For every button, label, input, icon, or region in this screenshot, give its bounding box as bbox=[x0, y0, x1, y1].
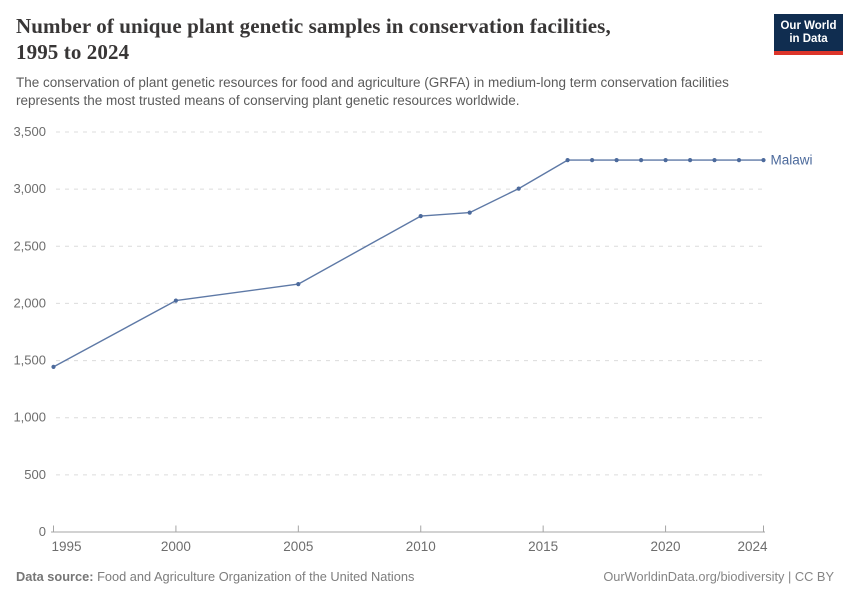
data-point[interactable] bbox=[688, 158, 693, 163]
y-axis-tick-label: 2,500 bbox=[13, 238, 46, 253]
owid-url-license-link[interactable]: OurWorldinData.org/biodiversity | CC BY bbox=[603, 569, 834, 584]
data-point[interactable] bbox=[663, 158, 668, 163]
y-axis-tick-label: 1,500 bbox=[13, 353, 46, 368]
data-point[interactable] bbox=[614, 158, 619, 163]
x-axis-tick-label: 2015 bbox=[528, 539, 558, 554]
data-point[interactable] bbox=[761, 158, 766, 163]
chart-footer: Data source: Food and Agriculture Organi… bbox=[16, 569, 834, 584]
series-label[interactable]: Malawi bbox=[771, 153, 813, 168]
line-chart: 0 500 1,000 1,500 2,000 2,500 3,000 3,500 1995 20… bbox=[13, 124, 813, 554]
data-point[interactable] bbox=[418, 214, 423, 219]
y-axis-tick-label: 0 bbox=[39, 524, 46, 539]
data-source-label: Data source: bbox=[16, 569, 94, 584]
x-axis-tick-label: 2010 bbox=[406, 539, 436, 554]
owid-logo[interactable]: Our World in Data bbox=[774, 14, 843, 55]
x-axis-tick-label: 2024 bbox=[737, 539, 768, 554]
chart-header: Number of unique plant genetic samples i… bbox=[16, 13, 766, 110]
data-point[interactable] bbox=[590, 158, 595, 163]
data-point[interactable] bbox=[173, 298, 178, 303]
y-axis-tick-label: 3,500 bbox=[13, 124, 46, 139]
chart-area: 0 500 1,000 1,500 2,000 2,500 3,000 3,500 1995 20… bbox=[0, 118, 850, 563]
data-point[interactable] bbox=[467, 210, 472, 215]
y-axis-tick-label: 1,000 bbox=[13, 410, 46, 425]
data-point[interactable] bbox=[736, 158, 742, 163]
y-axis-tick-label: 500 bbox=[24, 467, 46, 482]
data-point[interactable] bbox=[639, 158, 644, 163]
y-axis-tick-label: 2,000 bbox=[13, 295, 46, 310]
data-point[interactable] bbox=[712, 158, 717, 163]
data-point[interactable] bbox=[516, 186, 521, 191]
owid-logo-text-line1: Our World bbox=[780, 20, 837, 32]
x-axis-tick-label: 2020 bbox=[651, 539, 681, 554]
data-source: Data source: Food and Agriculture Organi… bbox=[16, 569, 414, 584]
x-axis-tick-label: 1995 bbox=[52, 539, 82, 554]
data-point[interactable] bbox=[565, 158, 570, 163]
owid-logo-text-line2: in Data bbox=[789, 33, 828, 45]
chart-subtitle: The conservation of plant genetic resour… bbox=[16, 75, 729, 108]
x-axis-tick-label: 2000 bbox=[161, 539, 191, 554]
x-axis-tick-label: 2005 bbox=[283, 539, 313, 554]
page-title: Number of unique plant genetic samples i… bbox=[16, 13, 766, 65]
data-point[interactable] bbox=[51, 364, 56, 369]
series-line bbox=[53, 159, 764, 368]
data-point[interactable] bbox=[296, 282, 301, 287]
data-source-text: Food and Agriculture Organization of the… bbox=[93, 569, 415, 584]
page-title-line2: 1995 to 2024 bbox=[16, 40, 130, 64]
page-title-line1: Number of unique plant genetic samples i… bbox=[16, 14, 611, 38]
y-axis-tick-label: 3,000 bbox=[13, 181, 46, 196]
